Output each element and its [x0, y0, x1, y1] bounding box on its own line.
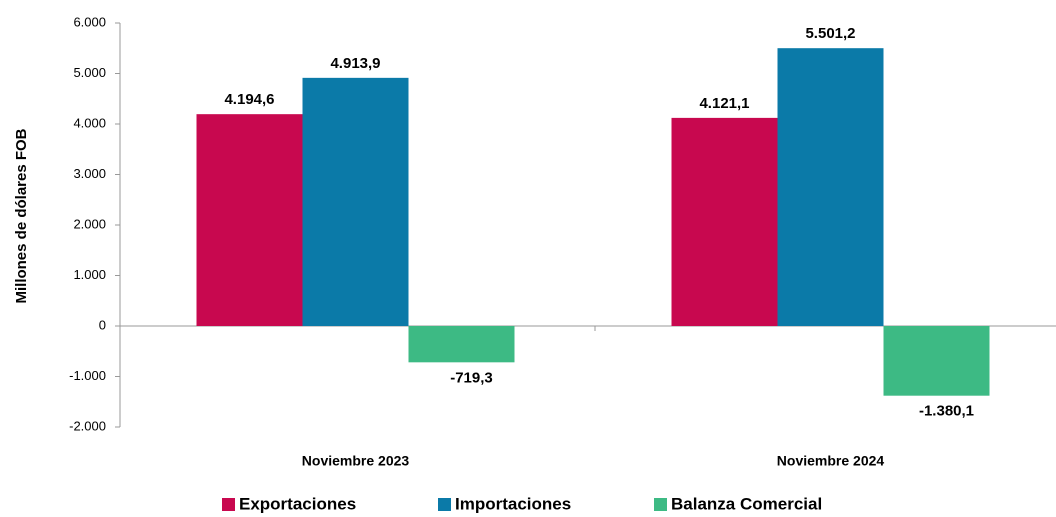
y-tick-label: 1.000 — [73, 267, 106, 282]
legend-label: Importaciones — [455, 494, 571, 513]
x-tick-label: Noviembre 2023 — [302, 453, 410, 469]
value-label: 5.501,2 — [805, 25, 855, 42]
y-axis-label: Millones de dólares FOB — [13, 128, 30, 303]
y-tick-label: -2.000 — [69, 418, 106, 433]
bar — [302, 77, 409, 326]
y-tick-label: 0 — [99, 317, 106, 332]
bar — [408, 326, 515, 363]
bar — [883, 326, 990, 396]
value-label: 4.194,6 — [224, 91, 274, 108]
y-tick-label: 2.000 — [73, 216, 106, 231]
legend-swatch — [438, 498, 451, 511]
value-label: -1.380,1 — [919, 403, 974, 420]
legend-swatch — [654, 498, 667, 511]
legend-label: Balanza Comercial — [671, 494, 822, 513]
value-label: -719,3 — [450, 369, 493, 386]
y-tick-label: 5.000 — [73, 65, 106, 80]
value-label: 4.121,1 — [699, 95, 749, 112]
value-label: 4.913,9 — [330, 55, 380, 72]
legend-swatch — [222, 498, 235, 511]
legend-label: Exportaciones — [239, 494, 356, 513]
y-tick-label: 6.000 — [73, 14, 106, 29]
bar — [777, 48, 884, 327]
bar — [196, 114, 303, 326]
x-tick-label: Noviembre 2024 — [777, 453, 885, 469]
y-tick-label: 4.000 — [73, 115, 106, 130]
y-tick-label: -1.000 — [69, 368, 106, 383]
y-tick-label: 3.000 — [73, 166, 106, 181]
bar — [671, 117, 778, 326]
